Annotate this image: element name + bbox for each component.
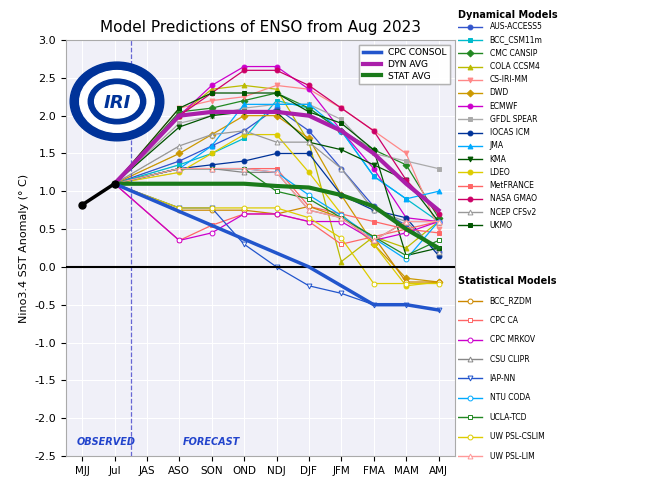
Text: CPC MRKOV: CPC MRKOV [490,335,534,344]
Text: UW PSL-LIM: UW PSL-LIM [490,451,534,460]
Text: CS-IRI-MM: CS-IRI-MM [490,75,529,84]
Text: COLA CCSM4: COLA CCSM4 [490,62,540,71]
Text: Dynamical Models: Dynamical Models [458,10,558,20]
Ellipse shape [88,79,146,124]
Title: Model Predictions of ENSO from Aug 2023: Model Predictions of ENSO from Aug 2023 [100,20,421,35]
Text: IOCAS ICM: IOCAS ICM [490,128,530,137]
Text: IAP-NN: IAP-NN [490,374,516,383]
Text: CPC CA: CPC CA [490,316,517,325]
Text: DWD: DWD [490,89,509,98]
Text: NCEP CFSv2: NCEP CFSv2 [490,207,536,216]
Text: CSU CLIPR: CSU CLIPR [490,355,529,364]
Text: BCC_RZDM: BCC_RZDM [490,296,532,305]
Ellipse shape [80,71,154,132]
Text: LDEO: LDEO [490,168,510,177]
Text: BCC_CSM11m: BCC_CSM11m [490,36,542,45]
Text: KMA: KMA [490,155,507,164]
Text: JMA: JMA [490,141,503,150]
Text: NASA GMAO: NASA GMAO [490,194,536,203]
Text: UW PSL-CSLIM: UW PSL-CSLIM [490,432,544,441]
Text: FORECAST: FORECAST [183,436,241,446]
Text: MetFRANCE: MetFRANCE [490,181,534,190]
Text: CMC CANSIP: CMC CANSIP [490,49,537,58]
Text: Statistical Models: Statistical Models [458,276,556,286]
Text: IRI: IRI [103,94,130,112]
Text: GFDL SPEAR: GFDL SPEAR [490,115,537,124]
Ellipse shape [70,62,164,141]
Text: AUS-ACCESS5: AUS-ACCESS5 [490,23,542,32]
Text: OBSERVED: OBSERVED [77,436,136,446]
Text: UCLA-TCD: UCLA-TCD [490,413,527,422]
Y-axis label: Nino3.4 SST Anomaly (° C): Nino3.4 SST Anomaly (° C) [19,173,29,323]
Text: UKMO: UKMO [490,221,513,230]
Legend: CPC CONSOL, DYN AVG, STAT AVG: CPC CONSOL, DYN AVG, STAT AVG [359,45,450,84]
Ellipse shape [95,85,139,118]
Text: NTU CODA: NTU CODA [490,393,530,402]
Text: ECMWF: ECMWF [490,102,518,111]
